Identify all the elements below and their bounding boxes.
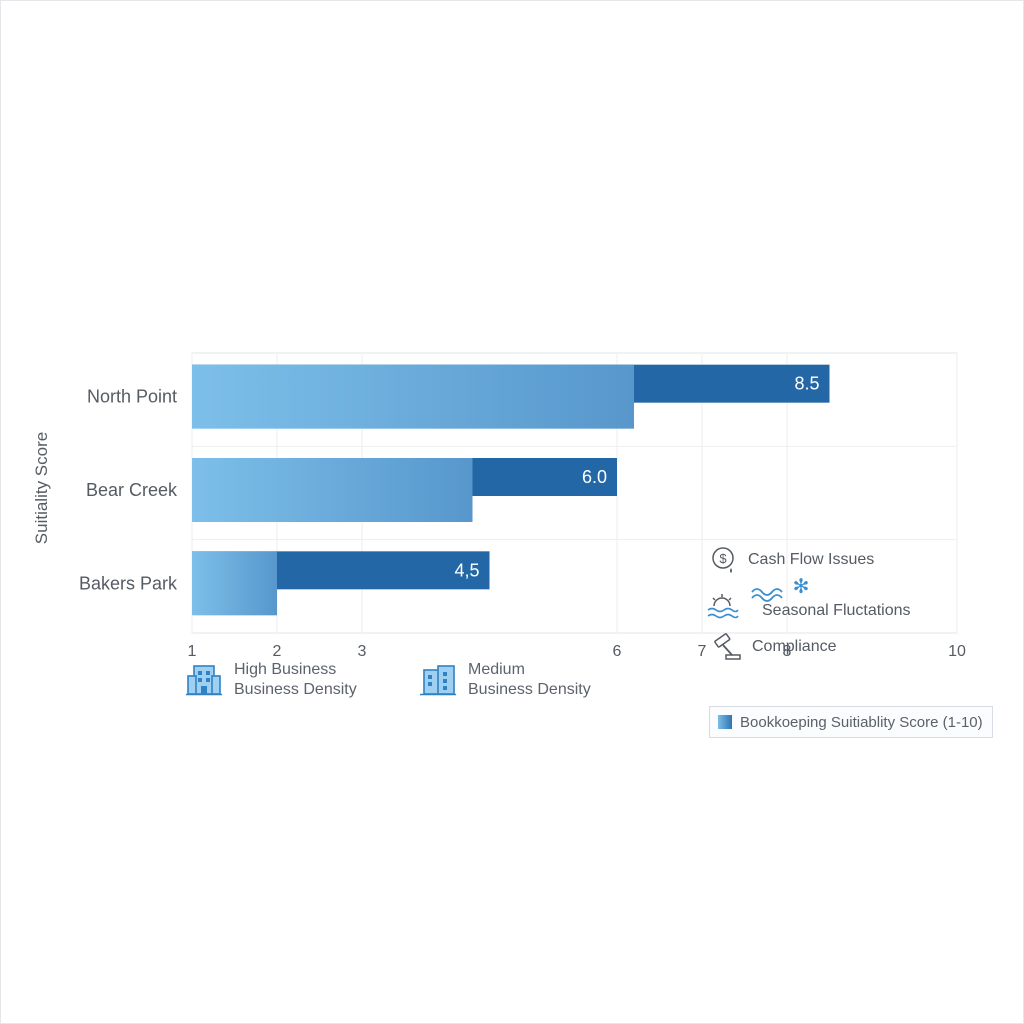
category-label: Bakers Park xyxy=(79,573,178,593)
x-tick-label: 8 xyxy=(783,643,792,660)
score-legend-label: Bookkoeping Suitiablity Score (1-10) xyxy=(740,713,983,731)
y-axis-title: Suitiality Score xyxy=(32,431,51,545)
x-tick-labels: 1 2 3 6 7 8 10 xyxy=(188,643,966,660)
money-icon: $ xyxy=(712,547,734,573)
risk-compliance: Compliance xyxy=(710,633,836,661)
gavel-icon xyxy=(714,633,741,660)
bar-light xyxy=(192,551,277,616)
risk-seasonal: ✻ Seasonal Fluctations xyxy=(706,576,911,626)
x-tick-label: 6 xyxy=(613,643,622,660)
x-tick-label: 3 xyxy=(358,643,367,660)
score-legend: Bookkoeping Suitiablity Score (1-10) xyxy=(709,706,993,738)
x-tick-label: 7 xyxy=(698,643,707,660)
bar-light xyxy=(192,364,634,429)
category-label: North Point xyxy=(87,387,177,407)
x-tick-label: 1 xyxy=(188,643,197,660)
legend-high-density: High Business Business Density xyxy=(186,660,357,700)
category-label: Bear Creek xyxy=(86,480,178,500)
risk-cash-flow: $ Cash Flow Issues xyxy=(710,546,874,574)
x-tick-label: 2 xyxy=(273,643,282,660)
legend-high-line1: High Business xyxy=(234,661,337,678)
legend-medium-line1: Medium xyxy=(468,661,525,678)
svg-text:$: $ xyxy=(719,551,727,566)
building-icon xyxy=(186,665,222,696)
legend-medium-line2: Business Density xyxy=(468,681,591,698)
x-tick-label: 10 xyxy=(948,643,966,660)
score-legend-swatch xyxy=(718,715,732,729)
svg-text:✻: ✻ xyxy=(793,576,810,598)
bar-value-label: 6.0 xyxy=(582,467,607,487)
building-icon xyxy=(420,665,456,696)
risk-compliance-label: Compliance xyxy=(752,638,837,655)
legend-medium-density: Medium Business Density xyxy=(420,660,591,700)
bar-light xyxy=(192,458,473,522)
bars-group: 8.5 6.0 4,5 xyxy=(192,364,830,616)
risk-cash-flow-label: Cash Flow Issues xyxy=(748,551,875,568)
category-labels: North Point Bear Creek Bakers Park xyxy=(79,387,178,594)
bar-value-label: 4,5 xyxy=(454,560,479,580)
bar-value-label: 8.5 xyxy=(794,374,819,394)
risk-seasonal-label: Seasonal Fluctations xyxy=(762,602,911,619)
sun-wave-icon: ✻ xyxy=(707,576,810,619)
legend-high-line2: Business Density xyxy=(234,681,357,698)
